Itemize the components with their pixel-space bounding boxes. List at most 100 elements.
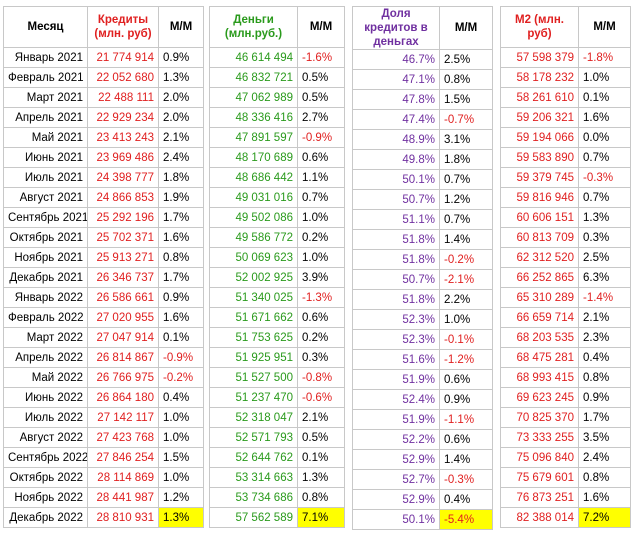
m2-value: 59 379 745 xyxy=(500,167,579,188)
m2-mm-value: 3.5% xyxy=(578,427,631,448)
table-row: Ноябрь 2022 28 441 987 1.2% xyxy=(3,487,204,508)
money-mm-value: -1.3% xyxy=(297,287,345,308)
table-row: 75 096 840 2.4% xyxy=(500,447,631,468)
table-row: 52 318 047 2.1% xyxy=(209,407,345,428)
table-row: 47.8% 1.5% xyxy=(352,89,493,110)
table-row: 51 925 951 0.3% xyxy=(209,347,345,368)
month-cell: Август 2022 xyxy=(3,427,88,448)
table-row: Май 2021 23 413 243 2.1% xyxy=(3,127,204,148)
table-row: 66 252 865 6.3% xyxy=(500,267,631,288)
m2-mm-value: 1.7% xyxy=(578,407,631,428)
money-header: Деньги (млн.руб.) xyxy=(209,6,298,48)
credit-mm-value: 1.9% xyxy=(158,187,204,208)
credit-mm-value: 0.1% xyxy=(158,327,204,348)
table-row: 57 562 589 7.1% xyxy=(209,507,345,528)
credit-mm-value: 1.6% xyxy=(158,307,204,328)
credits-mm-header: М/М xyxy=(158,6,204,48)
credits-table: Месяц Кредиты (млн. руб) М/М Январь 2021… xyxy=(3,6,204,528)
m2-mm-value: 2.3% xyxy=(578,327,631,348)
table-row: Февраль 2022 27 020 955 1.6% xyxy=(3,307,204,328)
month-cell: Июль 2022 xyxy=(3,407,88,428)
share-value: 47.4% xyxy=(352,109,440,130)
table-row: 50.7% 1.2% xyxy=(352,189,493,210)
table-row: Сентябрь 2022 27 846 254 1.5% xyxy=(3,447,204,468)
money-mm-value: 0.6% xyxy=(297,147,345,168)
table-row: 50.1% 0.7% xyxy=(352,169,493,190)
table-row: Март 2022 27 047 914 0.1% xyxy=(3,327,204,348)
month-cell: Август 2021 xyxy=(3,187,88,208)
share-mm-value: 2.2% xyxy=(439,289,493,310)
credit-mm-value: 1.5% xyxy=(158,447,204,468)
credit-mm-value: -0.2% xyxy=(158,367,204,388)
money-value: 53 314 663 xyxy=(209,467,298,488)
money-value: 46 832 721 xyxy=(209,67,298,88)
money-mm-value: 0.2% xyxy=(297,227,345,248)
table-row: Сентябрь 2021 25 292 196 1.7% xyxy=(3,207,204,228)
table-row: 52.7% -0.3% xyxy=(352,469,493,490)
share-mm-value: 0.7% xyxy=(439,169,493,190)
credit-value: 22 052 680 xyxy=(87,67,159,88)
credit-value: 24 866 853 xyxy=(87,187,159,208)
share-value: 46.7% xyxy=(352,49,440,70)
money-mm-value: 1.3% xyxy=(297,467,345,488)
table-row: 46.7% 2.5% xyxy=(352,49,493,70)
table-row: Июль 2021 24 398 777 1.8% xyxy=(3,167,204,188)
money-value: 46 614 494 xyxy=(209,47,298,68)
m2-mm-value: 0.4% xyxy=(578,347,631,368)
table-row: Ноябрь 2021 25 913 271 0.8% xyxy=(3,247,204,268)
credit-value: 26 586 661 xyxy=(87,287,159,308)
m2-value: 59 206 321 xyxy=(500,107,579,128)
table-row: Апрель 2021 22 929 234 2.0% xyxy=(3,107,204,128)
table-row: 51.9% -1.1% xyxy=(352,409,493,430)
share-value: 52.7% xyxy=(352,469,440,490)
money-value: 50 069 623 xyxy=(209,247,298,268)
money-value: 49 586 772 xyxy=(209,227,298,248)
m2-value: 68 203 535 xyxy=(500,327,579,348)
money-mm-value: -1.6% xyxy=(297,47,345,68)
credit-value: 27 020 955 xyxy=(87,307,159,328)
month-cell: Февраль 2022 xyxy=(3,307,88,328)
credit-value: 26 864 180 xyxy=(87,387,159,408)
table-row: 47.1% 0.8% xyxy=(352,69,493,90)
money-mm-value: -0.6% xyxy=(297,387,345,408)
m2-value: 59 816 946 xyxy=(500,187,579,208)
table-row: 57 598 379 -1.8% xyxy=(500,47,631,68)
credit-mm-value: 0.8% xyxy=(158,247,204,268)
table-row: 76 873 251 1.6% xyxy=(500,487,631,508)
share-value: 51.6% xyxy=(352,349,440,370)
m2-mm-value: 0.1% xyxy=(578,87,631,108)
m2-value: 75 679 601 xyxy=(500,467,579,488)
table-row: 51 527 500 -0.8% xyxy=(209,367,345,388)
money-value: 51 527 500 xyxy=(209,367,298,388)
table-row: 59 816 946 0.7% xyxy=(500,187,631,208)
table-row: 58 178 232 1.0% xyxy=(500,67,631,88)
share-mm-value: 1.0% xyxy=(439,309,493,330)
table-row: Декабрь 2022 28 810 931 1.3% xyxy=(3,507,204,528)
month-header: Месяц xyxy=(3,6,88,48)
m2-mm-value: 7.2% xyxy=(578,507,631,528)
share-value: 51.9% xyxy=(352,369,440,390)
month-cell: Март 2022 xyxy=(3,327,88,348)
table-row: 52.4% 0.9% xyxy=(352,389,493,410)
share-mm-value: -1.1% xyxy=(439,409,493,430)
table-row: 51.1% 0.7% xyxy=(352,209,493,230)
share-mm-header: М/М xyxy=(439,6,493,50)
table-row: Октябрь 2021 25 702 371 1.6% xyxy=(3,227,204,248)
m2-value: 60 606 151 xyxy=(500,207,579,228)
m2-value: 73 333 255 xyxy=(500,427,579,448)
m2-value: 59 583 890 xyxy=(500,147,579,168)
share-mm-value: -1.2% xyxy=(439,349,493,370)
table-row: Март 2021 22 488 111 2.0% xyxy=(3,87,204,108)
table-row: 68 993 415 0.8% xyxy=(500,367,631,388)
money-mm-value: -0.9% xyxy=(297,127,345,148)
table-row: 73 333 255 3.5% xyxy=(500,427,631,448)
credit-value: 23 969 486 xyxy=(87,147,159,168)
share-mm-value: 1.5% xyxy=(439,89,493,110)
table-row: 51.9% 0.6% xyxy=(352,369,493,390)
table-row: 51.8% 1.4% xyxy=(352,229,493,250)
money-mm-value: 1.1% xyxy=(297,167,345,188)
month-cell: Ноябрь 2021 xyxy=(3,247,88,268)
table-row: Февраль 2021 22 052 680 1.3% xyxy=(3,67,204,88)
share-value: 51.8% xyxy=(352,229,440,250)
share-table: Доля кредитов в деньгах М/М 46.7% 2.5% 47.… xyxy=(352,6,493,530)
